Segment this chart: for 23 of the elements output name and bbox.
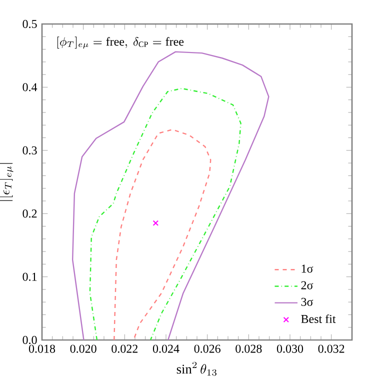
- x-tick-label: 0.026: [194, 344, 220, 353]
- x-tick-label: 0.020: [70, 344, 96, 353]
- x-tick-label: 0.032: [318, 344, 344, 353]
- legend-label: 2σ: [301, 281, 314, 290]
- x-axis-title: $\sin^2\theta_{13}$: [176, 362, 216, 376]
- y-tick-label: 0.0: [22, 336, 37, 344]
- y-tick-label: 0.5: [22, 20, 37, 28]
- legend-label: Best fit: [301, 314, 336, 324]
- legend-label: 3σ: [301, 298, 314, 306]
- line-series: [114, 128, 212, 340]
- annotation: $[\phi_T]_{e\mu} = \mathrm{free},\ \delta_{\mathrm{CP}} = \mathrm{free}$: [57, 36, 184, 49]
- x-tick-label: 0.024: [152, 344, 180, 353]
- line-series: [72, 51, 270, 340]
- line-series: [89, 88, 242, 340]
- y-tick-label: 0.1: [22, 272, 37, 281]
- y-tick-label: 0.3: [22, 146, 37, 154]
- x-tick-label: 0.028: [236, 344, 262, 353]
- y-tick-label: 0.2: [22, 210, 37, 218]
- y-tick-label: 0.4: [22, 83, 38, 92]
- legend-label: 1σ: [302, 264, 314, 273]
- x-tick-label: 0.022: [112, 344, 138, 353]
- x-tick-label: 0.018: [28, 344, 56, 353]
- x-tick-label: 0.030: [276, 344, 304, 353]
